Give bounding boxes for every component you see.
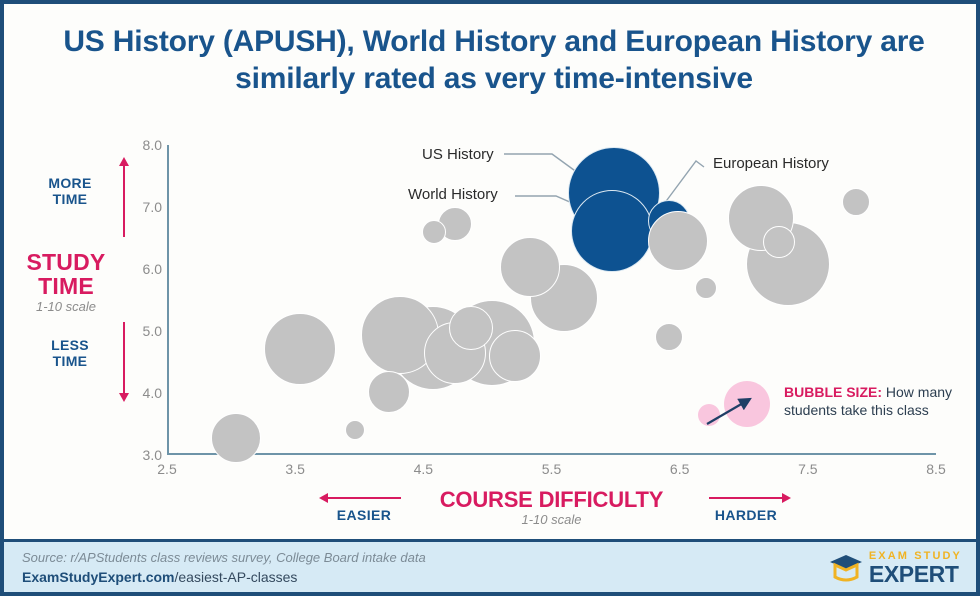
callout-us-history: US History	[422, 146, 494, 163]
x-tick-4.5: 4.5	[413, 461, 434, 477]
bubble-9	[449, 305, 494, 350]
y-axis-annotations: MORE TIME LESS TIME	[22, 145, 118, 455]
less-time-arrow-icon	[119, 322, 129, 402]
legend-body: How many students take this class	[784, 384, 953, 419]
y-axis-tick-labels: 8.0 7.0 6.0 5.0 4.0 3.0	[116, 137, 162, 463]
bubble-6	[422, 219, 447, 244]
x-tick-7.5: 7.5	[798, 461, 818, 477]
easier-arrow-icon	[319, 493, 401, 503]
x-axis-tick-labels: 2.5 3.5 4.5 5.5 6.5 7.5 8.5	[157, 461, 945, 485]
bubble-12	[500, 236, 561, 297]
source-note: Source: r/APStudents class reviews surve…	[22, 550, 426, 565]
bubble-23	[841, 188, 870, 217]
y-tick-8.0: 8.0	[142, 137, 162, 153]
page-title: US History (APUSH), World History and Eu…	[63, 25, 925, 95]
bubble-18	[654, 323, 683, 352]
y-tick-6.0: 6.0	[142, 261, 162, 277]
legend-description: BUBBLE SIZE: How many students take this…	[784, 383, 962, 420]
bubble-layer	[169, 145, 936, 464]
callout-european-history: European History	[713, 155, 829, 172]
legend-growth-arrow-icon	[706, 397, 752, 425]
x-tick-6.5: 6.5	[669, 461, 690, 477]
exam-study-expert-logo: EXAM STUDY EXPERT	[828, 549, 962, 587]
y-axis-title: STUDY TIME 1-10 scale	[26, 249, 106, 315]
y-tick-4.0: 4.0	[142, 385, 162, 401]
bubble-17	[647, 211, 708, 272]
more-time-arrow-icon	[119, 157, 129, 237]
easier-label: EASIER	[336, 507, 392, 523]
y-tick-7.0: 7.0	[142, 199, 162, 215]
footer-path: /easiest-AP-classes	[174, 569, 298, 585]
footer-url[interactable]: ExamStudyExpert.com/easiest-AP-classes	[22, 569, 297, 585]
x-axis-title: COURSE DIFFICULTY 1-10 scale	[439, 487, 664, 527]
x-tick-3.5: 3.5	[285, 461, 305, 477]
logo-bottom-text: EXPERT	[868, 560, 959, 587]
bubble-21	[763, 225, 796, 258]
logo-top-text: EXAM STUDY	[868, 549, 962, 562]
y-tick-3.0: 3.0	[142, 447, 162, 463]
bubble-2	[344, 420, 365, 441]
footer-domain: ExamStudyExpert.com	[22, 569, 175, 585]
bubble-world-history	[571, 189, 654, 272]
scatter-plot-area	[167, 145, 936, 464]
y-tick-5.0: 5.0	[142, 323, 162, 339]
x-tick-5.5: 5.5	[541, 461, 562, 477]
bubble-size-legend: BUBBLE SIZE: How many students take this…	[690, 378, 952, 432]
callout-world-history: World History	[408, 186, 498, 203]
bubble-0	[210, 413, 261, 464]
legend-lead: BUBBLE SIZE:	[784, 384, 882, 400]
x-tick-2.5: 2.5	[157, 461, 177, 477]
bubble-3	[368, 370, 411, 413]
bubble-11	[489, 329, 542, 382]
bubble-1	[263, 312, 336, 385]
harder-label: HARDER	[714, 507, 778, 523]
graduation-cap-icon	[829, 555, 862, 582]
logo-wordmark: EXAM STUDY EXPERT	[868, 549, 962, 587]
more-time-label: MORE TIME	[48, 175, 92, 208]
less-time-label: LESS TIME	[51, 337, 89, 370]
bubble-19	[695, 277, 718, 300]
x-axis-annotations: EASIER HARDER COURSE DIFFICULTY 1-10 sca…	[167, 487, 936, 539]
x-tick-8.5: 8.5	[926, 461, 946, 477]
footer-bar: Source: r/APStudents class reviews surve…	[4, 539, 976, 592]
harder-arrow-icon	[709, 493, 791, 503]
